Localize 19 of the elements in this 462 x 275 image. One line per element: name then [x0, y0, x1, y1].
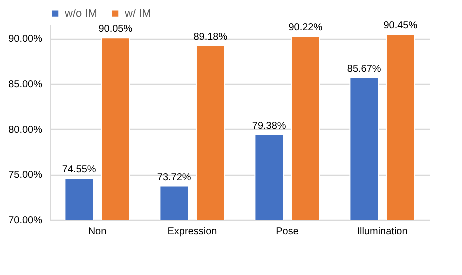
text: 73.72%	[157, 172, 192, 184]
text: 89.18%	[194, 32, 228, 44]
y-tick-label: 70.00%	[8, 216, 43, 226]
text: 85.67%	[347, 64, 382, 75]
x-tick-label: Illumination	[357, 226, 408, 238]
text: 90.05%	[98, 24, 133, 36]
x-tick-label: Non	[88, 226, 107, 238]
y-tick-label: 85.00%	[8, 79, 43, 90]
y-tick-label: 75.00%	[8, 170, 43, 182]
text: 79.38%	[252, 120, 286, 132]
legend-label: w/o IM	[64, 8, 98, 20]
x-tick-label: Expression	[168, 226, 218, 238]
y-tick-label: 80.00%	[8, 124, 43, 136]
text: 74.55%	[62, 164, 96, 176]
x-tick-label: Pose	[276, 226, 300, 238]
text: 90.45%	[384, 20, 418, 32]
y-tick-label: 90.00%	[8, 34, 43, 46]
text: 90.22%	[288, 22, 323, 34]
legend-label: w/ IM	[124, 8, 152, 20]
